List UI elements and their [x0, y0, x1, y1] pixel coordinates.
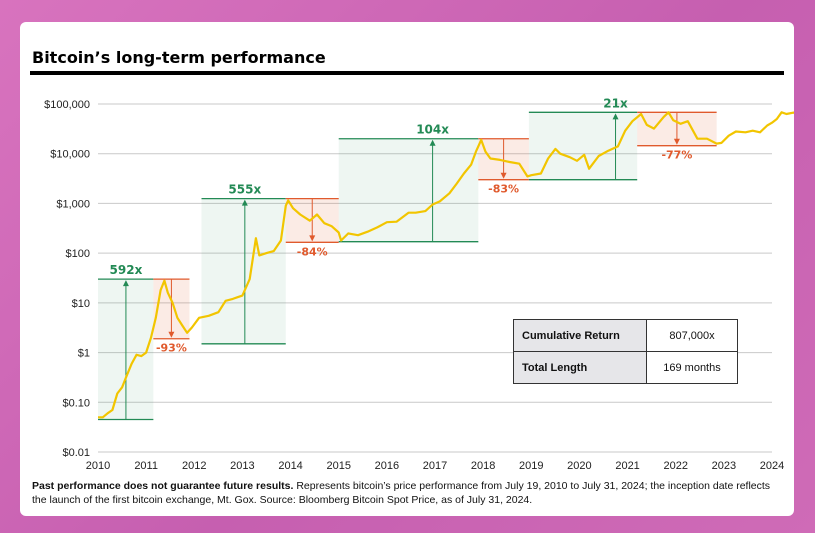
loss-arrowhead — [500, 172, 507, 179]
total-length-label: Total Length — [513, 351, 647, 384]
loss-label: -77% — [661, 149, 692, 162]
loss-arrowhead — [673, 138, 680, 145]
gain-zone — [201, 198, 286, 344]
loss-label: -83% — [488, 183, 519, 196]
footnote-disclaimer: Past performance does not guarantee futu… — [32, 480, 294, 492]
x-tick-label: 2013 — [230, 460, 254, 472]
x-tick-label: 2017 — [423, 460, 447, 472]
loss-arrowhead — [309, 235, 316, 242]
title-rule — [30, 71, 784, 75]
stats-table: Cumulative Return 807,000x Total Length … — [513, 319, 738, 384]
x-tick-label: 2022 — [663, 460, 687, 472]
x-tick-label: 2016 — [375, 460, 399, 472]
gain-label: 592x — [110, 263, 143, 277]
x-tick-label: 2019 — [519, 460, 543, 472]
y-tick-label: $10,000 — [50, 149, 90, 161]
x-tick-label: 2021 — [615, 460, 639, 472]
x-tick-label: 2020 — [567, 460, 591, 472]
stats-row-cumulative: Cumulative Return 807,000x — [513, 319, 738, 352]
x-tick-label: 2012 — [182, 460, 206, 472]
y-tick-label: $10 — [72, 298, 90, 310]
gain-label: 555x — [228, 183, 261, 197]
x-tick-label: 2015 — [326, 460, 350, 472]
gain-label: 104x — [416, 123, 449, 137]
x-tick-label: 2023 — [712, 460, 736, 472]
total-length-value: 169 months — [646, 351, 738, 384]
gain-arrowhead — [122, 280, 129, 287]
bitcoin-price-line — [98, 111, 794, 419]
stats-row-length: Total Length 169 months — [513, 351, 738, 384]
footnote: Past performance does not guarantee futu… — [32, 480, 784, 507]
loss-label: -93% — [156, 342, 187, 355]
x-tick-label: 2014 — [278, 460, 302, 472]
footnote-source: Represents bitcoin’s price performance f… — [32, 480, 771, 506]
loss-arrowhead — [168, 331, 175, 338]
chart-card: Bitcoin’s long-term performance $100,000… — [20, 22, 794, 516]
x-tick-label: 2024 — [760, 460, 784, 472]
cumulative-return-label: Cumulative Return — [513, 319, 647, 352]
y-tick-label: $0.01 — [62, 447, 90, 459]
cumulative-return-value: 807,000x — [646, 319, 738, 352]
y-tick-label: $1,000 — [56, 198, 90, 210]
bitcoin-price-chart: $100,000 $10,000 $1,000 $100 $10 $1 $0.10 $0.01… — [44, 96, 794, 472]
y-tick-label: $1 — [78, 348, 90, 360]
chart-title: Bitcoin’s long-term performance — [32, 48, 326, 67]
x-tick-label: 2018 — [471, 460, 495, 472]
gain-arrowhead — [612, 113, 619, 120]
x-tick-label: 2010 — [86, 460, 110, 472]
gain-zone — [528, 112, 638, 180]
gain-arrowhead — [429, 139, 436, 146]
gain-arrowhead — [241, 199, 248, 206]
loss-label: -84% — [297, 245, 328, 258]
gain-label: 21x — [603, 96, 628, 110]
gain-zone — [338, 138, 479, 242]
y-tick-label: $0.10 — [62, 397, 90, 409]
y-tick-label: $100,000 — [44, 99, 90, 111]
y-tick-label: $100 — [66, 248, 90, 260]
x-tick-label: 2011 — [134, 460, 158, 472]
